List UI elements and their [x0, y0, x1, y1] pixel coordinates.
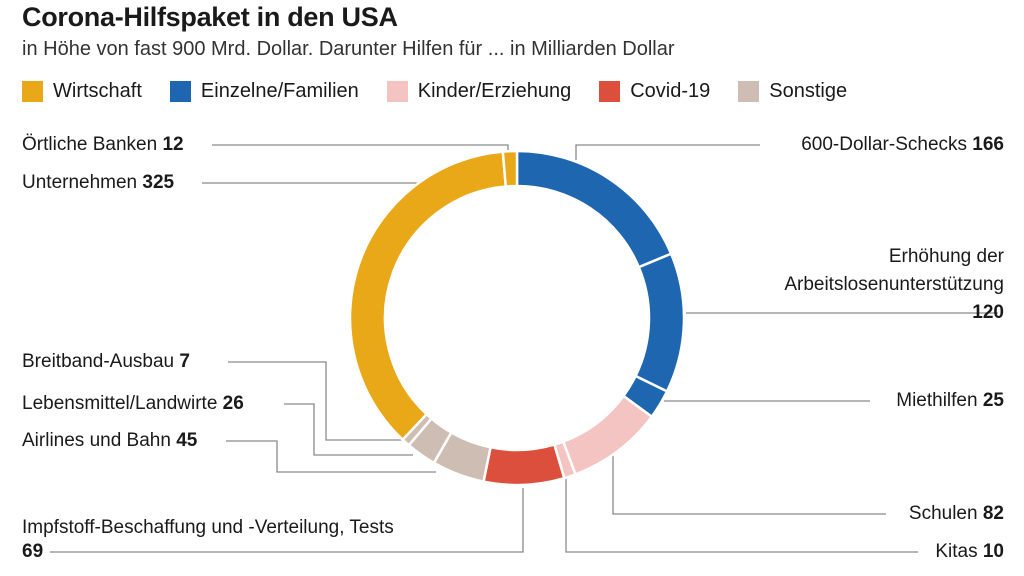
- legend-label-covid-19: Covid-19: [630, 80, 711, 102]
- legend-swatch-wirtschaft: [22, 81, 43, 102]
- leader-line-airlines: [226, 440, 436, 473]
- leader-line-impfstoff: [50, 488, 524, 553]
- legend-swatch-einzelne-familien: [169, 81, 191, 102]
- legend-item-wirtschaft: Wirtschaft: [22, 80, 142, 103]
- donut-slice-10: [348, 150, 508, 442]
- legend-label-kinder-erziehung: Kinder/Erziehung: [417, 80, 572, 102]
- label-airlines: Airlines und Bahn 45: [22, 430, 198, 451]
- label-schecks: 600-Dollar-Schecks 166: [801, 134, 1004, 155]
- label-impfstoff: Impfstoff-Beschaffung und -Verteilung, T…: [22, 517, 394, 562]
- legend-swatch-kinder-erziehung: [386, 81, 408, 102]
- legend-item-covid-19: Covid-19: [599, 80, 710, 103]
- legend-swatch-sonstige: [738, 81, 760, 102]
- label-schulen: Schulen 82: [908, 503, 1004, 524]
- leader-line-banken: [212, 144, 509, 156]
- donut-slice-6: [482, 443, 566, 487]
- legend-swatch-covid-19: [599, 81, 621, 102]
- leader-line-schulen: [612, 448, 886, 515]
- legend-label-sonstige: Sonstige: [769, 80, 848, 102]
- legend-label-wirtschaft: Wirtschaft: [53, 80, 142, 102]
- label-breitband: Breitband-Ausbau 7: [22, 351, 190, 372]
- chart-subtitle: in Höhe von fast 900 Mrd. Dollar. Darunt…: [22, 38, 675, 60]
- leader-line-lebensmittel: [284, 403, 413, 456]
- chart-title: Corona-Hilfspaket in den USA: [22, 2, 398, 32]
- leader-line-kitas: [565, 476, 918, 553]
- label-kitas: Kitas 10: [935, 541, 1004, 562]
- leader-line-breitband: [228, 361, 404, 441]
- donut-slice-11: [501, 149, 519, 188]
- label-unternehmen: Unternehmen 325: [22, 172, 175, 193]
- legend-item-kinder-erziehung: Kinder/Erziehung: [386, 80, 572, 103]
- label-miethilfen: Miethilfen 25: [896, 390, 1004, 411]
- donut-slice-2: [633, 252, 686, 394]
- leader-line-schecks: [575, 144, 760, 160]
- legend: Wirtschaft Einzelne/Familien Kinder/Erzi…: [22, 80, 875, 103]
- legend-item-sonstige: Sonstige: [738, 80, 847, 103]
- legend-label-einzelne-familien: Einzelne/Familien: [200, 80, 359, 102]
- label-arbeitslosenunterstuetzung: Erhöhung der Arbeitslosenunterstützung 1…: [784, 246, 1004, 323]
- donut-slice-4: [561, 394, 654, 477]
- label-lebensmittel: Lebensmittel/Landwirte 26: [22, 393, 244, 414]
- legend-item-einzelne-familien: Einzelne/Familien: [169, 80, 359, 103]
- label-oertliche-banken: Örtliche Banken 12: [22, 134, 184, 155]
- donut-slice-1: [515, 149, 673, 269]
